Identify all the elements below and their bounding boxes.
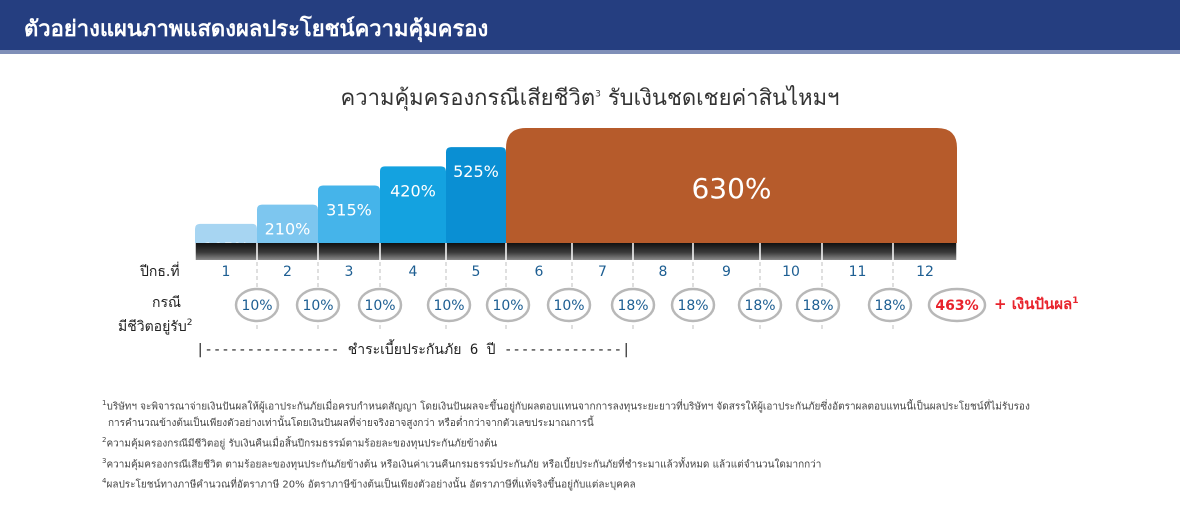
year-tick-label: 6	[535, 264, 544, 280]
footnote-3: 3ความคุ้มครองกรณีเสียชีวิต ตามร้อยละของท…	[102, 453, 1162, 473]
payout-badge: 18%	[795, 287, 841, 323]
header-title: ตัวอย่างแผนภาพแสดงผลประโยชน์ความคุ้มครอง	[24, 17, 489, 42]
footnote-2-num: 2	[102, 436, 107, 445]
payout-ring	[295, 287, 341, 323]
payout-badge: 10%	[357, 287, 403, 323]
payout-badge: 463%	[927, 287, 987, 323]
bar-label-6: 630%	[691, 172, 771, 205]
header-underline	[0, 50, 1180, 54]
payout-badge: 18%	[610, 287, 656, 323]
footnote-2-line1: ความคุ้มครองกรณีมีชีวิตอยู่ รับเงินคืนเม…	[106, 438, 498, 450]
dividend-label-text: + เงินปันผล	[994, 295, 1072, 313]
dividend-sup: 1	[1072, 296, 1078, 306]
bar-1	[195, 223, 257, 243]
year-tick-label: 5	[472, 264, 481, 280]
payout-value: 18%	[677, 298, 708, 314]
payout-ring	[610, 287, 656, 323]
year-tick-label: 10	[782, 264, 800, 280]
bar-label-3: 315%	[326, 201, 372, 220]
chart-title-text: ความคุ้มครองกรณีเสียชีวิต	[340, 86, 596, 111]
footnote-3-line1: ความคุ้มครองกรณีเสียชีวิต ตามร้อยละของทุ…	[106, 458, 822, 470]
premium-period-label: |---------------- ชำระเบี้ยประกันภัย 6 ป…	[196, 339, 630, 358]
dividend-label: + เงินปันผล1	[994, 295, 1079, 313]
footnote-1-num: 1	[102, 399, 107, 407]
payout-value: 10%	[433, 298, 464, 314]
payout-value: 18%	[744, 298, 775, 314]
payout-badge: 10%	[426, 287, 472, 323]
payout-ring	[867, 287, 913, 323]
payout-value: 18%	[874, 298, 905, 314]
year-tick-label: 8	[659, 264, 668, 280]
payout-value: 18%	[802, 298, 833, 314]
year-tick-label: 1	[222, 264, 231, 280]
payout-badge: 18%	[737, 287, 783, 323]
year-tick-label: 4	[409, 264, 418, 280]
payout-ring	[927, 287, 987, 323]
footnote-1-line1: บริษัทฯ จะพิจารณาจ่ายเงินปันผลให้ผู้เอาป…	[106, 401, 1030, 413]
x-axis-label: ปีกธ.ที่	[140, 262, 180, 280]
footnote-4-line1: ผลประโยชน์ทางภาษีคำนวณที่อัตราภาษี 20% อ…	[106, 479, 636, 491]
payout-badge: 10%	[234, 287, 280, 323]
payout-value: 10%	[492, 298, 523, 314]
payout-ring	[546, 287, 592, 323]
payout-label-line2: มีชีวิตอยู่รับ2	[118, 318, 192, 335]
payout-ring	[485, 287, 531, 323]
year-tick-label: 12	[916, 264, 934, 280]
footnote-3-num: 3	[102, 456, 107, 465]
payout-ring	[426, 287, 472, 323]
payout-label-line1: กรณี	[152, 295, 181, 311]
chart-title: ความคุ้มครองกรณีเสียชีวิต3 รับเงินชดเชยค…	[0, 80, 1180, 115]
bar-2	[257, 204, 318, 243]
chart-title-sup: 3	[595, 89, 601, 100]
payout-badge: 10%	[485, 287, 531, 323]
bar-label-4: 420%	[390, 181, 436, 200]
bar-label-2: 210%	[265, 220, 311, 239]
payout-badge: 10%	[295, 287, 341, 323]
year-tick-label: 2	[283, 264, 292, 280]
header-bar: ตัวอย่างแผนภาพแสดงผลประโยชน์ความคุ้มครอง	[0, 0, 1180, 50]
payout-ring	[670, 287, 716, 323]
payout-ring	[795, 287, 841, 323]
footnote-1-line2: การคำนวณข้างต้นเป็นเพียงตัวอย่างเท่านั้น…	[108, 418, 594, 430]
footnote-1: 1บริษัทฯ จะพิจารณาจ่ายเงินปันผลให้ผู้เอา…	[102, 395, 1162, 415]
footnotes: 1บริษัทฯ จะพิจารณาจ่ายเงินปันผลให้ผู้เอา…	[102, 395, 1162, 493]
benefit-chart: 105%210%315%420%525%630% 123456789101112…	[118, 128, 1079, 358]
bar-4	[380, 166, 446, 243]
footnote-4: 4ผลประโยชน์ทางภาษีคำนวณที่อัตราภาษี 20% …	[102, 473, 1162, 493]
payout-value: 463%	[935, 298, 978, 314]
footnote-4-num: 4	[102, 476, 107, 485]
payout-badge: 18%	[867, 287, 913, 323]
year-tick-label: 9	[722, 264, 731, 280]
year-tick-label: 7	[598, 264, 607, 280]
bar-label-5: 525%	[453, 162, 499, 181]
payout-value: 10%	[241, 298, 272, 314]
payout-label-line2-text: มีชีวิตอยู่รับ	[118, 319, 187, 335]
payout-label-sup: 2	[187, 318, 193, 328]
x-axis-strip	[195, 243, 957, 260]
chart-title-suffix: รับเงินชดเชยค่าสินไหมฯ	[607, 86, 840, 111]
bar-6	[506, 128, 957, 243]
footnote-2: 2ความคุ้มครองกรณีมีชีวิตอยู่ รับเงินคืนเ…	[102, 432, 1162, 452]
payout-ring	[357, 287, 403, 323]
bar-5	[446, 147, 506, 243]
payout-ring	[737, 287, 783, 323]
year-tick-label: 11	[849, 264, 867, 280]
payout-value: 18%	[617, 298, 648, 314]
payout-badge: 18%	[670, 287, 716, 323]
payout-value: 10%	[364, 298, 395, 314]
payout-value: 10%	[302, 298, 333, 314]
bar-3	[318, 185, 380, 243]
payout-value: 10%	[553, 298, 584, 314]
footnote-1-cont: การคำนวณข้างต้นเป็นเพียงตัวอย่างเท่านั้น…	[102, 415, 1162, 432]
payout-ring	[234, 287, 280, 323]
year-tick-label: 3	[345, 264, 354, 280]
payout-badge: 10%	[546, 287, 592, 323]
